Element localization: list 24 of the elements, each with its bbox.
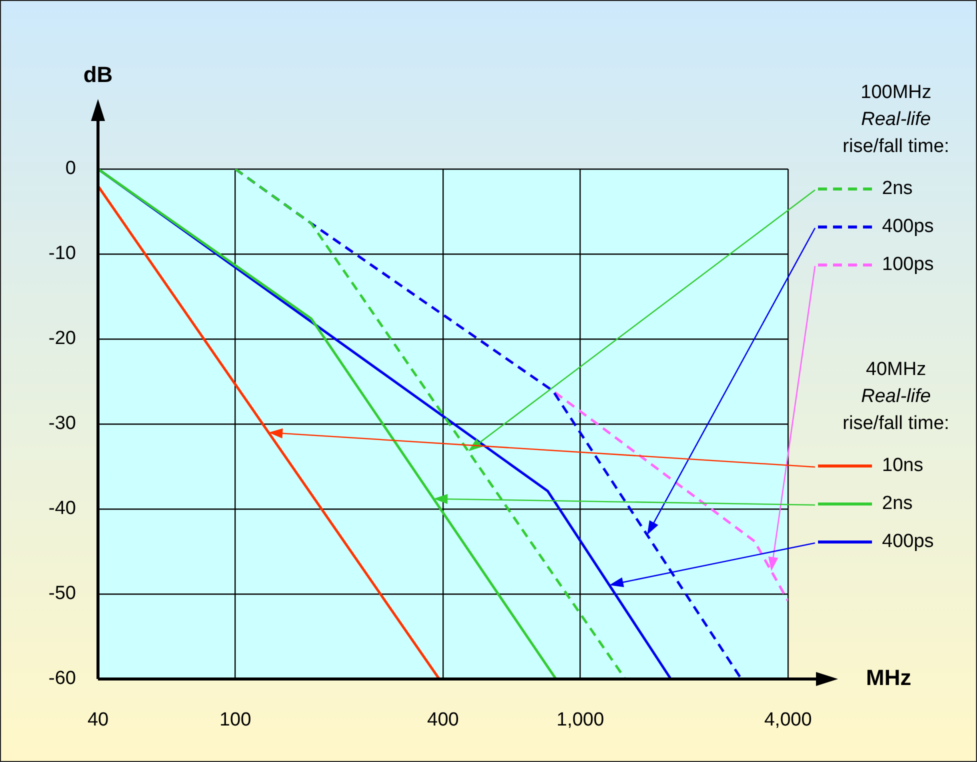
y-tick-label: 0 bbox=[65, 158, 76, 180]
legend-label: 10ns bbox=[882, 455, 924, 477]
y-axis-title: dB bbox=[83, 62, 113, 88]
legend-label: 400ps bbox=[882, 216, 934, 238]
x-tick-label: 40 bbox=[87, 710, 109, 731]
text: 40MHz bbox=[864, 358, 928, 382]
text: Real-life rise/fall time: bbox=[842, 385, 950, 436]
x-tick-label: 400 bbox=[427, 710, 459, 731]
y-tick-label: -30 bbox=[48, 413, 76, 434]
legend-label: 100ps bbox=[882, 254, 934, 276]
text: 100MHz bbox=[860, 81, 932, 105]
y-tick-label: -40 bbox=[48, 498, 76, 520]
legend-label: 2ns bbox=[882, 493, 913, 515]
y-tick-label: -60 bbox=[48, 668, 76, 690]
text: Real-life rise/fall time: bbox=[842, 108, 950, 159]
legend-label: 400ps bbox=[882, 531, 934, 553]
x-tick-label: 100 bbox=[219, 710, 252, 731]
y-tick-label: -10 bbox=[48, 243, 76, 264]
x-axis-title: MHz bbox=[866, 665, 912, 690]
y-tick-label: -20 bbox=[48, 328, 76, 350]
x-tick-label: 4,000 bbox=[764, 710, 812, 731]
legend-label: 2ns bbox=[882, 178, 913, 200]
x-tick-label: 1,000 bbox=[556, 710, 604, 731]
y-tick-label: -50 bbox=[48, 583, 76, 604]
